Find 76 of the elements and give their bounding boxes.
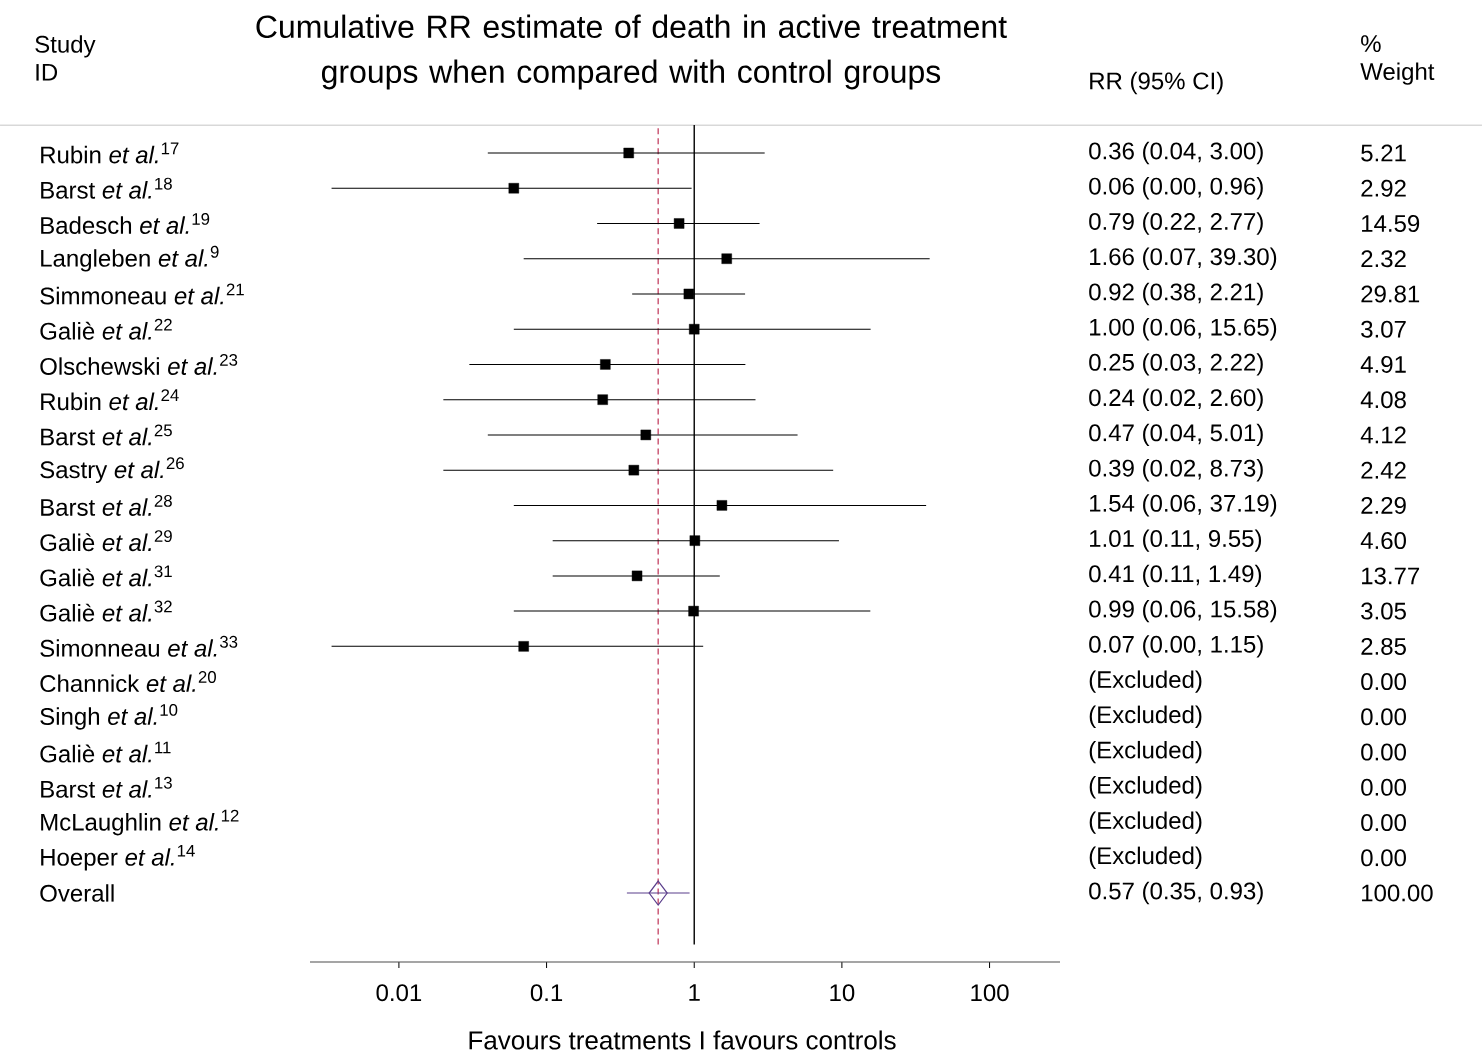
text: RR (95% CI)	[1090, 71, 1223, 95]
x-tick-label: 0.01	[376, 984, 422, 1002]
x-tick-label: 10	[830, 984, 855, 1002]
y-tick-label: Galiè et al.$^{31}$	[40, 565, 172, 587]
text: 0.06 (0.00, 0.96)	[1089, 177, 1263, 200]
text: 0.36 (0.04, 3.00)	[1089, 141, 1263, 165]
text: (Excluded)	[1089, 846, 1202, 869]
text: (Excluded)	[1089, 740, 1202, 764]
text: 4.08	[1360, 391, 1406, 409]
x-axis-title: Favours treatments I favours controls	[469, 1030, 896, 1050]
text: 0.24 (0.02, 2.60)	[1089, 388, 1263, 411]
text: 0.92 (0.38, 2.21)	[1089, 282, 1263, 306]
text: (Excluded)	[1089, 776, 1202, 799]
text: 0.99 (0.06, 15.58)	[1089, 599, 1277, 623]
y-tick-label: Olschewski et al.$^{23}$	[40, 353, 238, 375]
text: 0.47 (0.04, 5.01)	[1089, 423, 1263, 447]
text: 2.29	[1361, 496, 1406, 514]
text: 0.00	[1361, 849, 1406, 867]
y-tick-label: Barst et al.$^{25}$	[41, 424, 172, 446]
y-tick-label: Barst et al.$^{18}$	[41, 177, 172, 199]
text: 2.85	[1361, 637, 1406, 655]
text: 5.21	[1361, 144, 1406, 162]
text: 1.66 (0.07, 39.30)	[1090, 247, 1277, 270]
text: 2.42	[1361, 461, 1406, 479]
chart-title: Cumulative RR estimate of death in active treatment groups when compared with control groups	[256, 14, 1007, 90]
text: 0.57 (0.35, 0.93)	[1089, 881, 1263, 905]
text: 0.00	[1361, 778, 1406, 796]
y-axis-title: Study ID	[35, 35, 96, 81]
text: 0.00	[1361, 673, 1406, 691]
y-tick-label: Sastry et al.$^{26}$	[40, 457, 184, 484]
y-tick-label: Overall	[40, 884, 114, 902]
y-tick-label: Barst et al.$^{13}$	[41, 776, 172, 798]
text: 0.39 (0.02, 8.73)	[1089, 459, 1263, 482]
y-tick-label: Simonneau et al.$^{33}$	[40, 635, 238, 657]
x-tick-label: 100	[971, 984, 1009, 1002]
y-tick-label: Galiè et al.$^{22}$	[40, 318, 172, 340]
text: 1.00 (0.06, 15.65)	[1090, 318, 1277, 341]
text: 0.07 (0.00, 1.15)	[1089, 635, 1263, 658]
text: 0.25 (0.03, 2.22)	[1089, 353, 1263, 376]
y-tick-label: Barst et al.$^{28}$	[41, 494, 172, 516]
y-tick-label: Galiè et al.$^{11}$	[40, 741, 171, 763]
text: (Excluded)	[1089, 811, 1202, 834]
text: 2.32	[1361, 250, 1406, 268]
y-tick-label: Rubin et al.$^{17}$	[41, 142, 179, 164]
text: 13.77	[1362, 567, 1420, 585]
text: 100.00	[1362, 884, 1433, 902]
text: 2.92	[1361, 179, 1406, 197]
y-tick-label: Galiè et al.$^{29}$	[40, 530, 172, 552]
text: 0.79 (0.22, 2.77)	[1089, 212, 1263, 235]
y-tick-label: Hoeper et al.$^{14}$	[41, 845, 195, 871]
y-tick-label: Rubin et al.$^{24}$	[41, 389, 179, 411]
y-tick-label: Badesch et al.$^{19}$	[41, 212, 210, 234]
text: 3.07	[1361, 320, 1406, 338]
text: 1.01 (0.11, 9.55)	[1090, 529, 1262, 552]
text: 3.05	[1361, 602, 1406, 620]
text: (Excluded)	[1089, 670, 1202, 693]
text: 0.41 (0.11, 1.49)	[1089, 564, 1262, 588]
text: % Weight	[1360, 35, 1435, 85]
text: 1.54 (0.06, 37.19)	[1090, 494, 1277, 517]
text: 4.60	[1360, 532, 1406, 550]
text: 4.12	[1360, 426, 1406, 444]
text: 4.91	[1360, 355, 1406, 373]
y-tick-label: Galiè et al.$^{32}$	[40, 600, 172, 622]
y-tick-label: Simmoneau et al.$^{21}$	[40, 283, 244, 305]
x-tick-label: 0.1	[530, 984, 563, 1002]
text: 0.00	[1361, 743, 1406, 761]
text: (Excluded)	[1089, 705, 1202, 728]
text: 29.81	[1361, 285, 1420, 303]
x-tick-label: 1	[689, 984, 700, 1001]
y-tick-label: McLaughlin et al.$^{12}$	[41, 809, 239, 836]
y-tick-label: Channick et al.$^{20}$	[40, 671, 216, 693]
text: 14.59	[1362, 215, 1420, 232]
y-tick-label: Singh et al.$^{10}$	[40, 703, 178, 730]
text: 0.00	[1361, 814, 1406, 832]
y-tick-label: Langleben et al.$^{9}$	[41, 245, 219, 272]
text: 0.00	[1361, 708, 1406, 726]
